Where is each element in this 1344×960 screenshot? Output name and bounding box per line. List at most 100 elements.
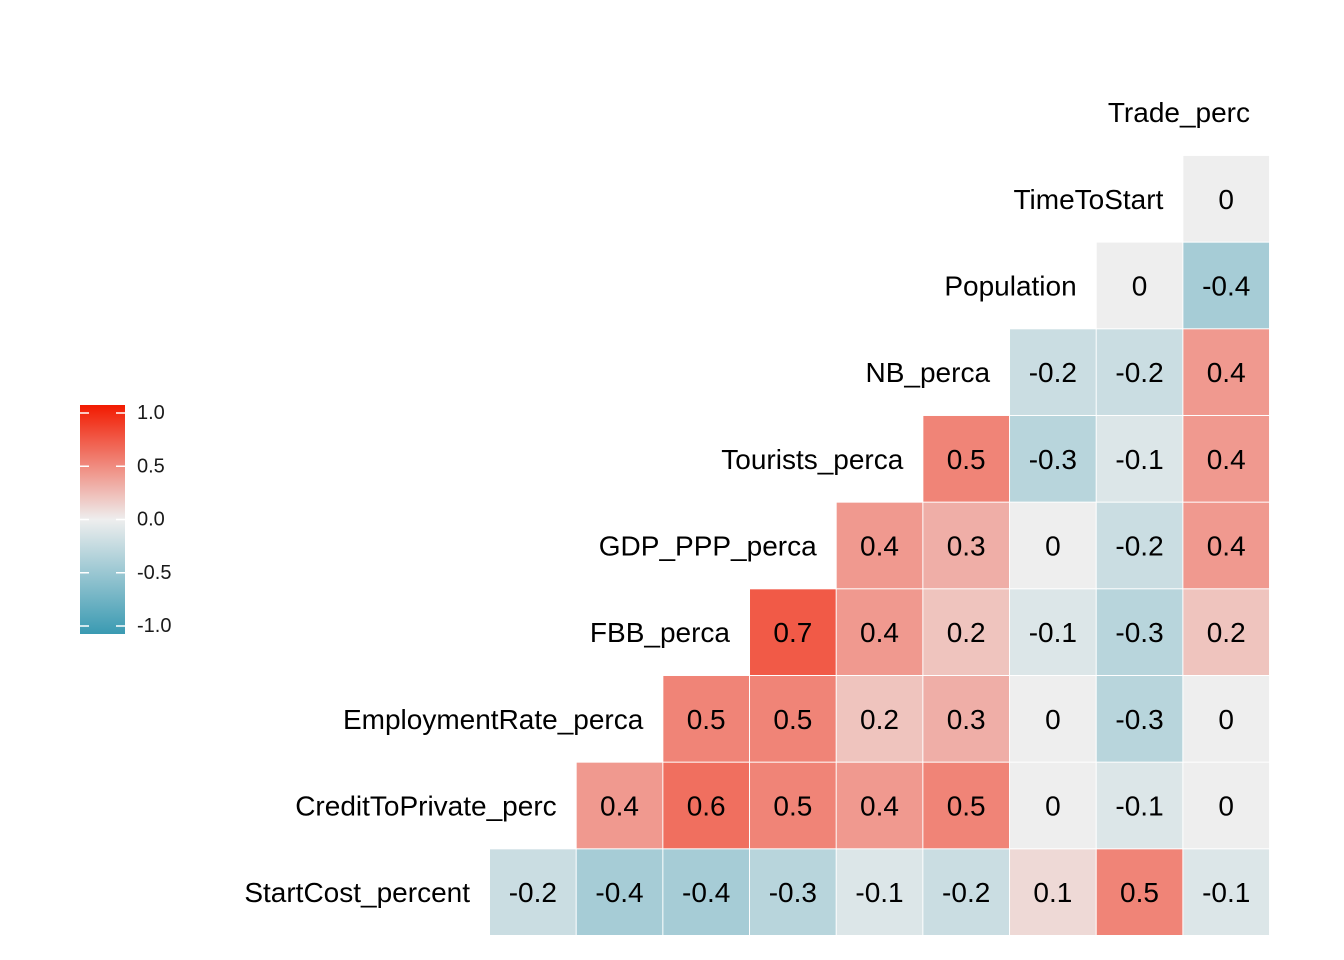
heatmap-cell [576, 762, 663, 849]
variable-labels: StartCost_percent CreditToPrivate_perc Emp… [244, 97, 1250, 908]
heatmap-cell [836, 589, 923, 675]
heatmap-cell [1183, 415, 1270, 502]
heatmap-cell [576, 849, 663, 935]
heatmap-cell [1183, 849, 1270, 935]
heatmap-cell [1096, 242, 1183, 329]
heatmap-cell-labels: -0.2 -0.4 -0.4 -0.3 -0.1 -0.2 0.1 0.5 -0.1 0.4 0.6… [509, 184, 1251, 908]
cell-value-label: -0.2 [1029, 357, 1077, 388]
heatmap-cell [1183, 502, 1270, 589]
cell-value-label: 0.4 [860, 617, 899, 648]
heatmap-cell [923, 675, 1010, 762]
cell-value-label: 0.5 [947, 790, 986, 821]
heatmap-cell [1096, 675, 1183, 762]
cell-value-label: -0.2 [1115, 530, 1163, 561]
heatmap-cell [923, 762, 1010, 849]
heatmap-cell [1096, 849, 1183, 935]
legend-tick-label: -0.5 [137, 562, 171, 584]
variable-label: Tourists_perca [721, 444, 904, 475]
heatmap-cell [923, 849, 1010, 935]
heatmap-cell [836, 762, 923, 849]
heatmap-cell [1183, 242, 1270, 329]
legend-tick-label: 0.5 [137, 455, 165, 477]
variable-label: EmploymentRate_perca [343, 704, 644, 735]
cell-value-label: 0.5 [687, 704, 726, 735]
legend-tick-label: 1.0 [137, 402, 165, 424]
heatmap-cell [1010, 675, 1096, 762]
cell-value-label: -0.4 [1202, 270, 1250, 301]
cell-value-label: -0.1 [1115, 444, 1163, 475]
heatmap-cell [1010, 762, 1096, 849]
heatmap-cell [1183, 589, 1270, 675]
heatmap-cell [1010, 502, 1096, 589]
color-legend: 1.0 0.5 0.0 -0.5 -1.0 [80, 402, 171, 637]
cell-value-label: 0.2 [947, 617, 986, 648]
heatmap-cells [490, 155, 1270, 935]
variable-label: FBB_perca [590, 617, 730, 648]
heatmap-cell [663, 675, 750, 762]
heatmap-cell [1010, 849, 1096, 935]
heatmap-cell [490, 849, 576, 935]
variable-label: Trade_perc [1108, 97, 1250, 128]
cell-value-label: 0.6 [687, 790, 726, 821]
cell-value-label: -0.1 [855, 877, 903, 908]
cell-value-label: 0.4 [1207, 444, 1246, 475]
cell-value-label: 0 [1218, 704, 1234, 735]
cell-value-label: 0.4 [860, 790, 899, 821]
cell-value-label: -0.3 [1115, 617, 1163, 648]
cell-value-label: 0.5 [773, 704, 812, 735]
heatmap-cell [1096, 502, 1183, 589]
cell-value-label: -0.2 [1115, 357, 1163, 388]
heatmap-cell [836, 502, 923, 589]
variable-label: Population [944, 270, 1076, 301]
heatmap-cell [750, 589, 836, 675]
heatmap-cell [750, 849, 836, 935]
heatmap-cell [1183, 762, 1270, 849]
heatmap-cell [1096, 589, 1183, 675]
cell-value-label: 0.1 [1033, 877, 1072, 908]
heatmap-cell [1096, 762, 1183, 849]
cell-value-label: 0.2 [860, 704, 899, 735]
heatmap-cell [1183, 155, 1270, 242]
cell-value-label: 0 [1132, 270, 1148, 301]
cell-value-label: -0.2 [942, 877, 990, 908]
cell-value-label: -0.3 [1115, 704, 1163, 735]
cell-value-label: 0 [1218, 790, 1234, 821]
heatmap-cell [923, 415, 1010, 502]
heatmap-cell [1010, 329, 1096, 415]
variable-label: TimeToStart [1013, 184, 1163, 215]
cell-value-label: 0.4 [600, 790, 639, 821]
cell-value-label: -0.1 [1202, 877, 1250, 908]
variable-label: NB_perca [866, 357, 991, 388]
variable-label: StartCost_percent [244, 877, 470, 908]
heatmap-cell [923, 589, 1010, 675]
cell-value-label: -0.2 [509, 877, 557, 908]
cell-value-label: -0.3 [769, 877, 817, 908]
cell-value-label: 0.4 [1207, 530, 1246, 561]
heatmap-cell [1096, 415, 1183, 502]
cell-value-label: 0.3 [947, 530, 986, 561]
cell-value-label: 0 [1045, 704, 1061, 735]
cell-value-label: 0.5 [947, 444, 986, 475]
cell-value-label: 0 [1218, 184, 1234, 215]
heatmap-cell [663, 849, 750, 935]
variable-label: GDP_PPP_perca [599, 530, 817, 561]
legend-tick-label: 0.0 [137, 509, 165, 531]
legend-tick-label: -1.0 [137, 615, 171, 637]
cell-value-label: 0 [1045, 790, 1061, 821]
cell-value-label: 0.4 [860, 530, 899, 561]
cell-value-label: 0.3 [947, 704, 986, 735]
cell-value-label: 0.5 [1120, 877, 1159, 908]
variable-label: CreditToPrivate_perc [295, 790, 556, 821]
heatmap-cell [836, 849, 923, 935]
heatmap-cell [1010, 589, 1096, 675]
cell-value-label: -0.1 [1029, 617, 1077, 648]
heatmap-cell [836, 675, 923, 762]
heatmap-cell [1183, 675, 1270, 762]
heatmap-cell [663, 762, 750, 849]
cell-value-label: -0.4 [682, 877, 730, 908]
heatmap-cell [1096, 329, 1183, 415]
heatmap-cell [1183, 329, 1270, 415]
heatmap-cell [923, 502, 1010, 589]
heatmap-cell [1010, 415, 1096, 502]
